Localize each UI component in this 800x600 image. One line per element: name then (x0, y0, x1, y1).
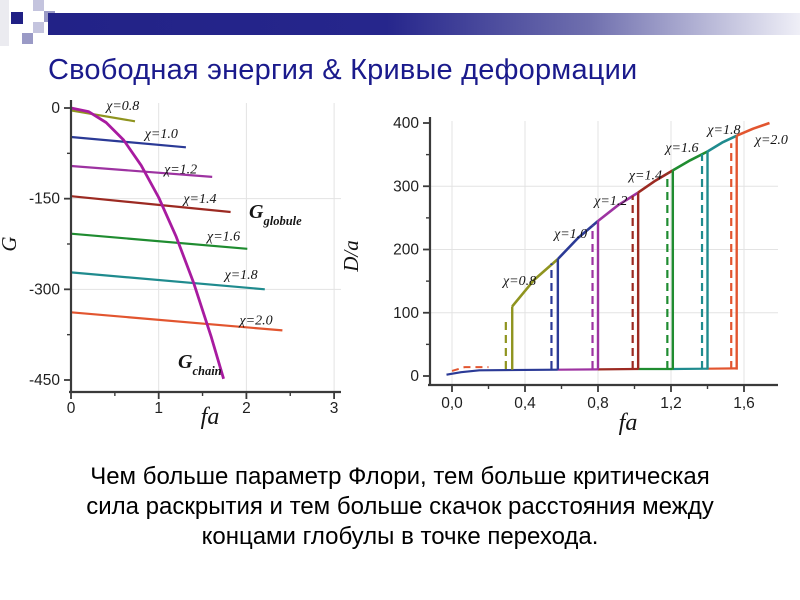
tick-label: 400 (393, 115, 419, 132)
series-annotation: Gchain (178, 351, 222, 378)
chain-curve (70, 106, 225, 380)
tick-label: 0 (51, 100, 60, 117)
chi-label: χ=2.0 (237, 313, 272, 328)
tick-label: 0 (67, 400, 76, 417)
tick-label: -150 (29, 191, 60, 208)
chi-label: χ=1.0 (143, 127, 178, 142)
tick-label: 300 (393, 178, 419, 195)
chi-label: χ=1.2 (592, 194, 627, 209)
chi-label: χ=0.8 (104, 99, 139, 114)
globule-line (70, 232, 248, 250)
tick-label: -300 (29, 281, 60, 298)
envelope-segment (736, 121, 770, 137)
y-axis-label: D/a (339, 240, 363, 273)
banner-square (33, 22, 44, 33)
banner-gradient-bar (48, 13, 800, 35)
tick-label: 3 (330, 400, 339, 417)
body-line: сила раскрытия и тем больше скачок расст… (86, 493, 714, 520)
banner-square (0, 0, 9, 46)
tick-label: 1 (154, 400, 163, 417)
x-axis-label: fa (619, 410, 638, 436)
bottom-branch-dashed (451, 366, 489, 372)
chi-label: χ=0.8 (501, 274, 536, 289)
y-axis-label: G (0, 236, 21, 251)
envelope-segment (511, 258, 559, 308)
chi-label: χ=1.4 (181, 192, 216, 207)
globule-line (70, 271, 265, 291)
tick-label: 1,2 (660, 395, 682, 412)
banner-square (33, 0, 44, 11)
page-title: Свободная энергия & Кривые деформации (48, 54, 638, 86)
globule-line (70, 164, 213, 178)
banner-square (11, 12, 23, 24)
chi-label: χ=1.8 (223, 268, 258, 283)
chi-label: χ=2.0 (753, 133, 788, 148)
chi-label: χ=1.4 (627, 168, 662, 183)
tick-label: 0,4 (514, 395, 536, 412)
envelope-segment (556, 220, 599, 260)
tick-label: 0,8 (587, 395, 609, 412)
globule-line (70, 135, 186, 149)
banner-square (22, 33, 33, 44)
body-text: Чем больше параметр Флори, тем больше кр… (0, 462, 800, 552)
chi-label: χ=1.6 (663, 141, 698, 156)
chi-label: χ=1.2 (162, 162, 197, 177)
tick-label: 0 (410, 368, 419, 385)
body-line: Чем больше параметр Флори, тем больше кр… (90, 463, 710, 490)
tick-label: 0,0 (441, 395, 463, 412)
tick-label: 2 (242, 400, 251, 417)
chi-label: χ=1.0 (552, 227, 587, 242)
globule-line (70, 195, 231, 214)
globule-line (70, 109, 136, 123)
tick-label: 100 (393, 305, 419, 322)
envelope-segment (706, 134, 738, 153)
x-axis-label: fa (201, 404, 220, 430)
tick-label: 200 (393, 242, 419, 259)
envelope-segment (597, 191, 639, 223)
series-annotation: Gglobule (249, 201, 302, 228)
chi-label: χ=1.6 (205, 229, 240, 244)
body-line: концами глобулы в точке перехода. (201, 523, 599, 550)
tick-label: -450 (29, 372, 60, 389)
bottom-branch (446, 368, 558, 376)
tick-label: 1,6 (733, 395, 755, 412)
chi-label: χ=1.8 (705, 123, 740, 138)
globule-line (70, 311, 283, 332)
